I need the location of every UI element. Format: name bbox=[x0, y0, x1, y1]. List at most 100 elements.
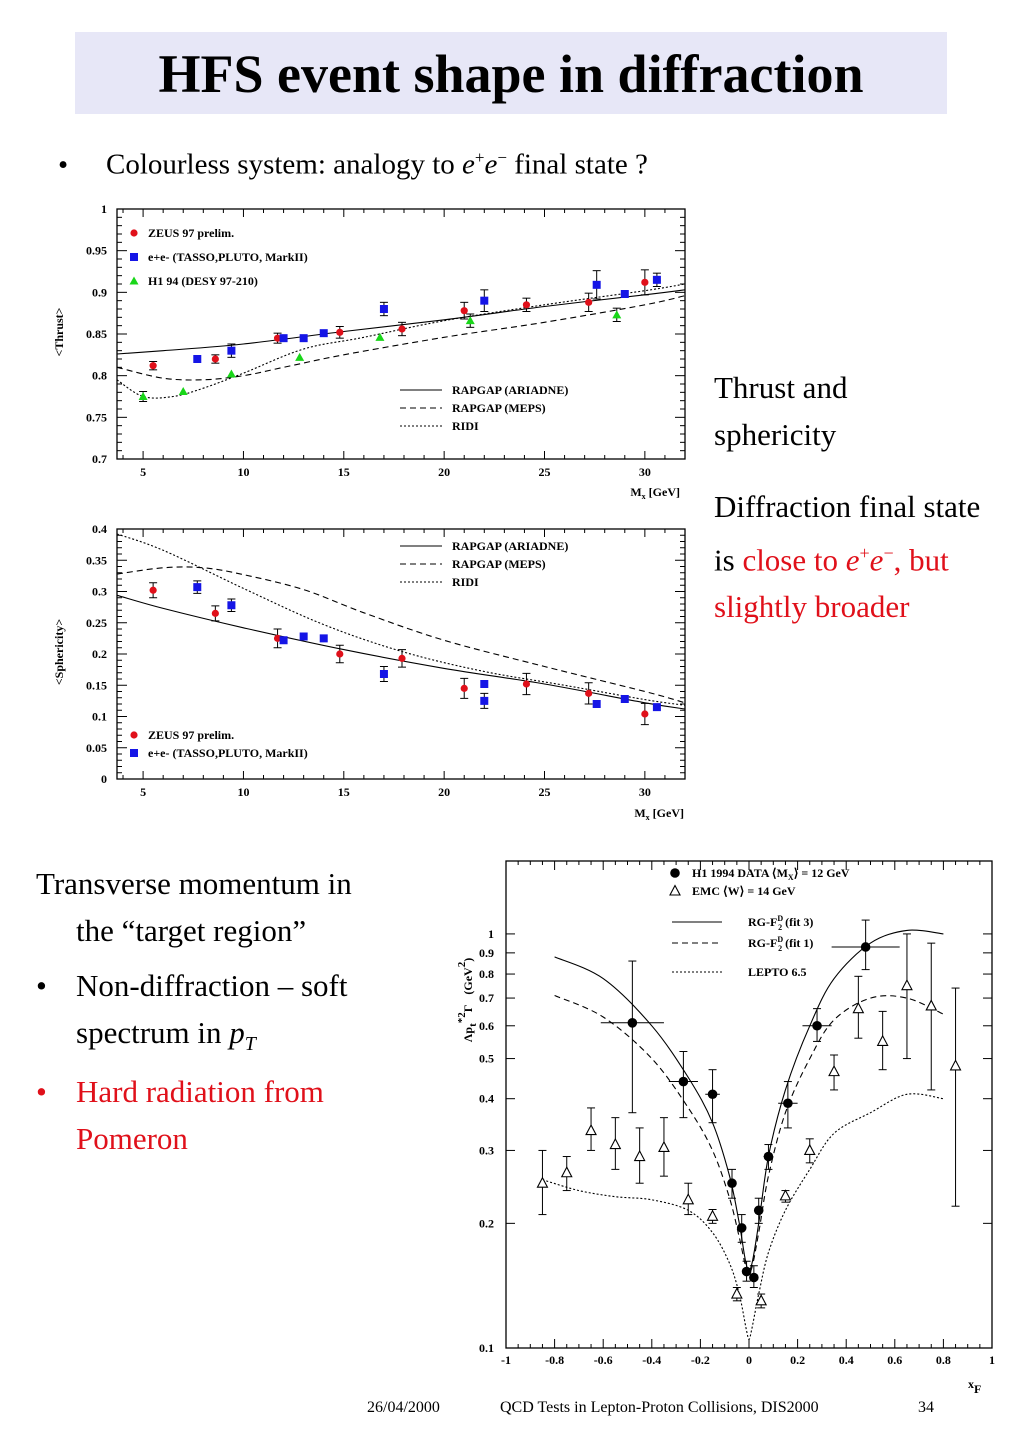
pt-y-tick-label: 0.2 bbox=[479, 1216, 494, 1230]
thrust-y-tick-label: 0.95 bbox=[86, 244, 107, 258]
thrust-y-tick-label: 1 bbox=[101, 202, 107, 216]
pt-data-point bbox=[736, 1223, 747, 1233]
sphericity-x-tick-label: 25 bbox=[539, 785, 551, 799]
thrust-curve bbox=[116, 295, 686, 381]
pt-y-tick-label: 0.9 bbox=[479, 946, 494, 960]
bullet-text-post: final state ? bbox=[506, 148, 648, 181]
sphericity-x-tick-label: 15 bbox=[338, 785, 350, 799]
pt-xlabel-main: x bbox=[968, 1377, 974, 1391]
thrust-curve bbox=[116, 283, 686, 399]
pt-legend-line-label-pre: RG-F bbox=[748, 936, 777, 950]
thrust-legend-marker bbox=[130, 229, 138, 237]
sphericity-curve bbox=[116, 594, 686, 710]
pt-ylabel-unit-end: ) bbox=[461, 958, 475, 962]
pt-data-point bbox=[828, 1064, 840, 1077]
bullet-sup-plus: + bbox=[474, 148, 485, 167]
thrust-data-point bbox=[465, 316, 475, 325]
pt-curve bbox=[542, 1093, 944, 1340]
footer-page: 34 bbox=[918, 1399, 934, 1416]
thrust-data-point bbox=[398, 325, 406, 333]
sphericity-legend-line-label: RAPGAP (MEPS) bbox=[452, 557, 546, 571]
sphericity-data-point bbox=[193, 583, 202, 592]
thrust-ylabel: <Thrust> bbox=[52, 307, 66, 356]
pt-legend-line-label-pre: RG-F bbox=[748, 915, 777, 929]
pt-x-tick-label: 0.2 bbox=[790, 1353, 805, 1367]
thrust-y-tick-label: 0.75 bbox=[86, 410, 107, 424]
pt-ylabel-unit-sup: 2 bbox=[456, 961, 468, 967]
bullet-marker: • bbox=[36, 968, 47, 1003]
sphericity-y-tick-label: 0 bbox=[101, 772, 107, 786]
sphericity-x-tick-label: 30 bbox=[639, 785, 651, 799]
sphericity-chart: <Sphericity> Mx [GeV] 5 10 15 20 25 30 0 0.05 0.… bbox=[52, 522, 686, 822]
sphericity-data-point bbox=[460, 684, 468, 692]
ee-e1: e bbox=[845, 542, 860, 578]
close-to-text: close to bbox=[742, 542, 846, 578]
bullet-marker: • bbox=[58, 148, 69, 181]
sphericity-x-tick-label: 5 bbox=[140, 785, 146, 799]
pt-bullet-nondiff: • Non-diffraction – soft spectrum in pT bbox=[36, 962, 381, 1068]
sphericity-y-tick-label: 0.35 bbox=[86, 553, 107, 567]
thrust-data-point bbox=[138, 392, 148, 400]
sphericity-legend-marker bbox=[130, 731, 138, 739]
thrust-data-point bbox=[211, 355, 219, 363]
pt-data-point bbox=[678, 1076, 689, 1087]
pt-y-tick-label: 0.1 bbox=[479, 1341, 494, 1355]
pt-data-point bbox=[741, 1266, 752, 1277]
pt-x-tick-label: 0.8 bbox=[936, 1353, 951, 1367]
pt-legend-line-label-sub: 2 bbox=[778, 923, 782, 932]
pt-data-point bbox=[633, 1149, 646, 1162]
pt-x-tick-label: 0.4 bbox=[839, 1353, 854, 1367]
sphericity-data-point bbox=[336, 650, 344, 658]
sphericity-y-tick-label: 0.05 bbox=[86, 741, 107, 755]
sphericity-x-tick-label: 20 bbox=[438, 785, 450, 799]
diffraction-text: Diffraction final state is bbox=[714, 489, 981, 578]
pt-data-point bbox=[779, 1189, 792, 1201]
pt-legend-line-label: RG-FD 2 (fit 3) bbox=[748, 914, 813, 932]
pt-data-point bbox=[682, 1193, 695, 1205]
thrust-y-tick-label: 0.9 bbox=[92, 285, 107, 299]
thrust-x-tick-label: 20 bbox=[438, 465, 450, 479]
sphericity-legend-marker bbox=[130, 749, 138, 757]
pt-y-tick-label: 0.8 bbox=[479, 967, 494, 981]
pt-legend-line-label: RG-FD 2 (fit 1) bbox=[748, 935, 813, 953]
pt-data-point bbox=[609, 1137, 622, 1150]
pt-curve bbox=[554, 994, 944, 1275]
pt-bullet-hard: • Hard radiation from Pomeron bbox=[36, 1068, 381, 1162]
ee-sup1: + bbox=[859, 543, 870, 563]
thrust-chart: <Thrust> Mx [GeV] 5 10 15 20 25 30 0.7 0.75 0.8 0… bbox=[52, 202, 686, 500]
thrust-data-point bbox=[620, 290, 629, 298]
thrust-x-tick-label: 30 bbox=[639, 465, 651, 479]
thrust-legend-marker bbox=[129, 276, 139, 285]
sphericity-y-tick-label: 0.25 bbox=[86, 616, 107, 630]
pt-chart-bg bbox=[440, 855, 1000, 1395]
pt-data-point bbox=[627, 1018, 638, 1028]
pt-legend-line-label-sup: D bbox=[777, 914, 783, 923]
pt-y-tick-label: 0.5 bbox=[479, 1052, 494, 1066]
sphericity-legend-markers: ZEUS 97 prelim. e+e- (TASSO,PLUTO, MarkII… bbox=[130, 728, 308, 760]
pt-data-point bbox=[749, 1272, 759, 1283]
thrust-data-point bbox=[295, 352, 305, 361]
sphericity-data-point bbox=[522, 680, 531, 688]
pt-data-point bbox=[536, 1176, 549, 1188]
pt-data-point bbox=[803, 1143, 816, 1155]
sphericity-y-tick-label: 0.3 bbox=[92, 585, 107, 599]
sphericity-data-point bbox=[585, 689, 593, 697]
sphericity-data-point bbox=[641, 710, 649, 718]
thrust-data-point bbox=[273, 334, 282, 342]
pt-legend-markers: H1 1994 DATA ⟨MX⟩ = 12 GeV EMC ⟨W⟩ = 14 G… bbox=[669, 866, 850, 898]
thrust-data-point bbox=[299, 334, 308, 343]
thrust-caption: Thrust and sphericity bbox=[714, 370, 848, 452]
pt-legend-label-sub: X bbox=[788, 873, 794, 882]
sphericity-curve bbox=[116, 533, 686, 706]
thrust-data-point bbox=[279, 334, 288, 343]
pt-y-tick-label: 0.3 bbox=[479, 1143, 494, 1157]
pt-data-point bbox=[783, 1098, 793, 1109]
sphericity-ylabel: <Sphericity> bbox=[52, 619, 66, 686]
pt-data-point bbox=[949, 1059, 962, 1071]
sphericity-data-point bbox=[149, 586, 157, 594]
pt-flow-chart: Λpt*2Γ(GeV2) xF -1 -0.8 -0.6 -0.4 -0.2 0 0.2 0.… bbox=[440, 855, 1000, 1395]
pt-y-tick-label: 0.4 bbox=[479, 1092, 494, 1106]
sphericity-x-tick-label: 10 bbox=[237, 785, 249, 799]
thrust-xlabel-unit: [GeV] bbox=[646, 485, 680, 499]
pt-data-point bbox=[753, 1205, 764, 1216]
